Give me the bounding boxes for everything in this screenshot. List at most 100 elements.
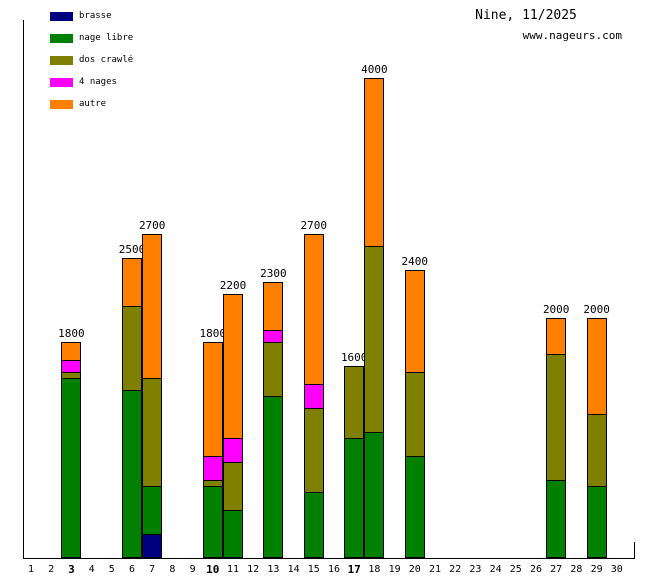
x-axis-label-27: 27 xyxy=(550,564,563,575)
legend-label: brasse xyxy=(79,11,112,21)
x-axis-line xyxy=(23,558,635,559)
x-axis-label-17: 17 xyxy=(347,563,361,576)
legend-item: brasse xyxy=(50,12,133,21)
x-axis-label-22: 22 xyxy=(449,564,462,575)
right-axis-tick xyxy=(634,542,635,558)
bar-segment-nage-libre xyxy=(405,457,424,557)
x-axis-label-15: 15 xyxy=(307,564,320,575)
bar-segment-nage-libre xyxy=(304,493,323,557)
x-axis-label-12: 12 xyxy=(247,564,260,575)
legend-swatch-4-nages xyxy=(50,78,73,87)
bar-total-label: 2300 xyxy=(260,267,287,280)
bar-segment-nage-libre xyxy=(203,487,222,557)
bar-total-label: 2400 xyxy=(401,255,429,268)
bar-day-7 xyxy=(142,234,163,558)
bar-segment-nage-libre xyxy=(365,433,384,557)
bar-segment-autre xyxy=(123,259,141,307)
legend-swatch-nage-libre xyxy=(50,34,73,43)
legend-label: 4 nages xyxy=(79,77,117,87)
bar-total-label: 2700 xyxy=(300,219,328,232)
bar-segment-dos-crawlé xyxy=(224,463,242,511)
legend-item: autre xyxy=(50,100,133,109)
bar-day-11 xyxy=(223,294,243,558)
x-axis-label-8: 8 xyxy=(169,564,176,575)
legend-label: nage libre xyxy=(79,33,134,43)
bar-segment-nage-libre xyxy=(224,511,242,557)
x-axis-label-3: 3 xyxy=(68,563,75,576)
x-axis-label-11: 11 xyxy=(226,564,240,575)
bar-segment-autre xyxy=(224,295,242,439)
x-axis-label-10: 10 xyxy=(206,563,220,576)
bar-day-15 xyxy=(303,234,324,558)
x-axis-label-21: 21 xyxy=(428,564,442,575)
legend-item: nage libre xyxy=(50,34,133,43)
bar-segment-nage-libre xyxy=(547,481,566,557)
bar-day-18 xyxy=(364,78,385,558)
bar-segment-autre xyxy=(203,343,222,457)
chart-title: Nine, 11/2025 xyxy=(475,8,577,23)
x-axis-label-6: 6 xyxy=(128,564,136,575)
bar-segment-autre xyxy=(365,79,384,247)
bar-segment-nage-libre xyxy=(143,487,162,535)
x-axis-label-16: 16 xyxy=(327,564,341,575)
chart-legend: brasse nage libre dos crawlé 4 nages autre xyxy=(50,12,133,122)
legend-item: dos crawlé xyxy=(50,56,133,65)
bar-total-label: 1800 xyxy=(199,327,227,340)
bar-total-label: 1800 xyxy=(58,327,85,340)
bar-segment-autre xyxy=(547,319,566,355)
x-axis-label-2: 2 xyxy=(48,564,55,575)
bar-segment-nage-libre xyxy=(123,391,141,557)
x-axis-label-5: 5 xyxy=(108,564,115,575)
bar-day-27 xyxy=(546,318,567,558)
bar-segment-autre xyxy=(405,271,424,373)
x-axis-label-9: 9 xyxy=(189,564,196,575)
site-url: www.nageurs.com xyxy=(522,29,622,42)
bar-segment-dos-crawlé xyxy=(365,247,384,433)
y-axis-line xyxy=(23,20,24,558)
bar-segment-4-nages xyxy=(62,361,81,373)
bar-segment-autre xyxy=(143,235,162,379)
bar-segment-dos-crawlé xyxy=(62,373,81,379)
bar-segment-4-nages xyxy=(264,331,283,343)
bar-total-label: 2700 xyxy=(138,219,166,232)
bar-segment-dos-crawlé xyxy=(304,409,323,493)
x-axis-label-18: 18 xyxy=(368,564,381,575)
legend-swatch-autre xyxy=(50,100,73,109)
x-axis-label-23: 23 xyxy=(469,564,482,575)
x-axis-label-25: 25 xyxy=(509,564,522,575)
x-axis-label-19: 19 xyxy=(388,564,401,575)
x-axis-label-28: 28 xyxy=(570,564,583,575)
bar-day-29 xyxy=(586,318,607,558)
bar-segment-dos-crawlé xyxy=(264,343,283,397)
bar-segment-dos-crawlé xyxy=(143,379,162,487)
legend-swatch-brasse xyxy=(50,12,73,21)
bar-segment-dos-crawlé xyxy=(405,373,424,457)
bar-segment-nage-libre xyxy=(62,379,81,557)
bar-day-10 xyxy=(202,342,223,558)
bar-segment-autre xyxy=(264,283,283,331)
x-axis-label-1: 1 xyxy=(27,564,35,575)
bar-day-17 xyxy=(344,366,365,558)
x-axis-label-24: 24 xyxy=(489,564,502,575)
bar-day-6 xyxy=(122,258,142,558)
bar-segment-dos-crawlé xyxy=(203,481,222,487)
x-axis-label-20: 20 xyxy=(408,564,421,575)
bar-segment-dos-crawlé xyxy=(345,367,364,439)
bar-segment-nage-libre xyxy=(264,397,283,557)
bar-segment-dos-crawlé xyxy=(123,307,141,391)
bar-day-3 xyxy=(61,342,82,558)
legend-label: autre xyxy=(79,99,107,109)
bar-total-label: 2200 xyxy=(219,279,247,292)
bar-day-13 xyxy=(263,282,284,558)
bar-total-label: 1600 xyxy=(340,351,368,364)
legend-item: 4 nages xyxy=(50,78,133,87)
bar-segment-4-nages xyxy=(203,457,222,481)
bar-segment-dos-crawlé xyxy=(587,415,606,487)
bar-segment-4-nages xyxy=(224,439,242,463)
x-axis-label-30: 30 xyxy=(610,564,623,575)
bar-segment-autre xyxy=(304,235,323,385)
x-axis-label-29: 29 xyxy=(590,564,603,575)
x-axis-label-7: 7 xyxy=(149,564,156,575)
bar-segment-autre xyxy=(62,343,81,361)
